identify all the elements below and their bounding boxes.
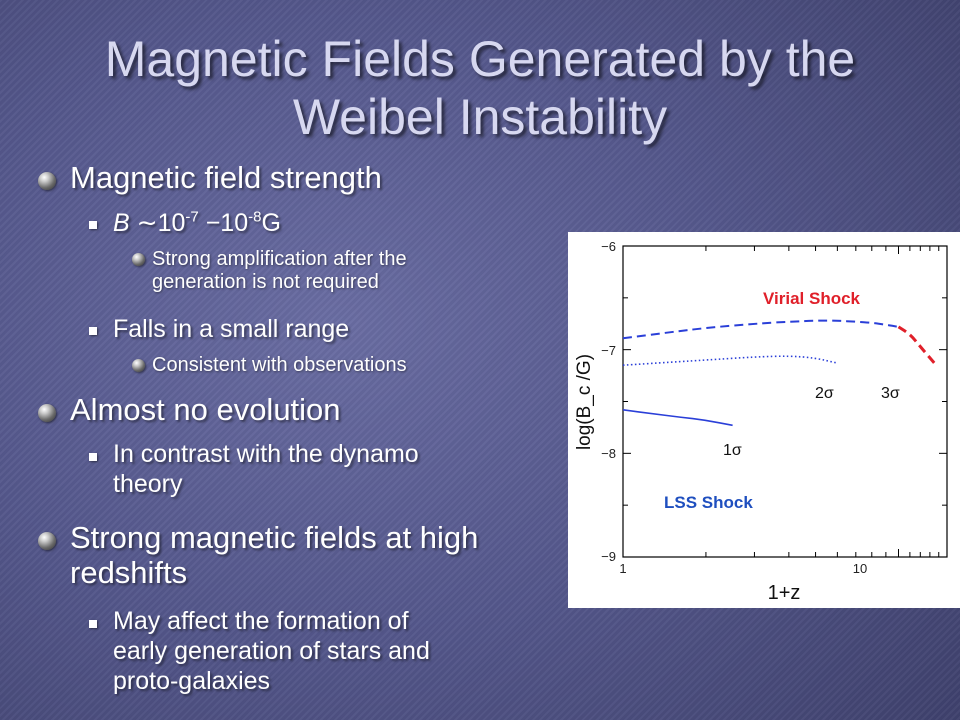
bullet-field-strength: Magnetic field strength xyxy=(70,160,382,195)
sigma-2-label: 2σ xyxy=(815,385,834,402)
bullet-dynamo-contrast: In contrast with the dynamo theory xyxy=(113,439,513,499)
y-tick-label: −7 xyxy=(601,343,616,358)
series-line-solid-blue xyxy=(622,409,733,427)
bullet-no-evolution: Almost no evolution xyxy=(70,392,341,427)
text-line: redshifts xyxy=(70,555,188,590)
title-line-2: Weibel Instability xyxy=(292,89,668,145)
bullet-small-range: Falls in a small range xyxy=(113,315,350,343)
bullet-consistent-observations: Consistent with observations xyxy=(152,354,407,376)
text-line: In contrast with the dynamo xyxy=(113,440,419,468)
title-line-1: Magnetic Fields Generated by the xyxy=(104,31,856,87)
plot-svg: −6 −7 −8 −9 1 10 1+z log(B_c /G) Virial … xyxy=(574,239,948,604)
lss-shock-label: LSS Shock xyxy=(664,493,753,512)
virial-shock-label: Virial Shock xyxy=(763,289,861,308)
field-symbol: B xyxy=(113,209,130,237)
exponent-1: -7 xyxy=(185,208,199,226)
orb-bullet-icon xyxy=(38,532,56,550)
field-evolution-plot: −6 −7 −8 −9 1 10 1+z log(B_c /G) Virial … xyxy=(568,232,960,608)
sigma-3-label: 3σ xyxy=(881,385,900,402)
series-line-dashed-red xyxy=(897,325,936,365)
bullet-field-range: B ∼10-7 −10-8G xyxy=(113,208,513,238)
text-line: theory xyxy=(113,470,183,498)
range-dash-base: −10 xyxy=(198,209,249,237)
orb-bullet-icon xyxy=(38,172,56,190)
square-bullet-icon xyxy=(89,453,97,461)
orb-bullet-icon xyxy=(132,359,145,372)
slide-title: Magnetic Fields Generated by the Weibel … xyxy=(40,30,920,146)
x-tick-label: 10 xyxy=(853,561,867,576)
square-bullet-icon xyxy=(89,620,97,628)
x-tick-label: 1 xyxy=(619,561,626,576)
text-line: Strong magnetic fields at high xyxy=(70,520,479,555)
y-tick-label: −9 xyxy=(601,549,616,564)
series-line-dashed-blue xyxy=(622,319,899,340)
data-series xyxy=(622,319,936,427)
x-axis-label: 1+z xyxy=(768,582,801,604)
bullet-star-formation: May affect the formation of early genera… xyxy=(113,606,513,696)
exponent-2: -8 xyxy=(248,208,262,226)
orb-bullet-icon xyxy=(132,253,145,266)
y-tick-label: −8 xyxy=(601,446,616,461)
text-line: early generation of stars and xyxy=(113,637,430,665)
sigma-1-label: 1σ xyxy=(723,442,742,459)
axis-ticks xyxy=(622,245,948,558)
text-line: May affect the formation of xyxy=(113,607,409,635)
bullet-no-amplification: Strong amplification after the generatio… xyxy=(152,248,512,294)
y-axis-label: log(B_c /G) xyxy=(574,354,595,450)
bullet-high-redshift: Strong magnetic fields at high redshifts xyxy=(70,520,565,590)
text-line: generation is not required xyxy=(152,271,379,293)
y-tick-label: −6 xyxy=(601,239,616,254)
field-unit: G xyxy=(261,209,281,237)
square-bullet-icon xyxy=(89,327,97,335)
series-line-dotted-blue xyxy=(622,355,838,366)
square-bullet-icon xyxy=(89,221,97,229)
orb-bullet-icon xyxy=(38,404,56,422)
text-line: Strong amplification after the xyxy=(152,248,407,270)
approx-base: ∼10 xyxy=(136,209,186,237)
text-line: proto-galaxies xyxy=(113,667,271,695)
